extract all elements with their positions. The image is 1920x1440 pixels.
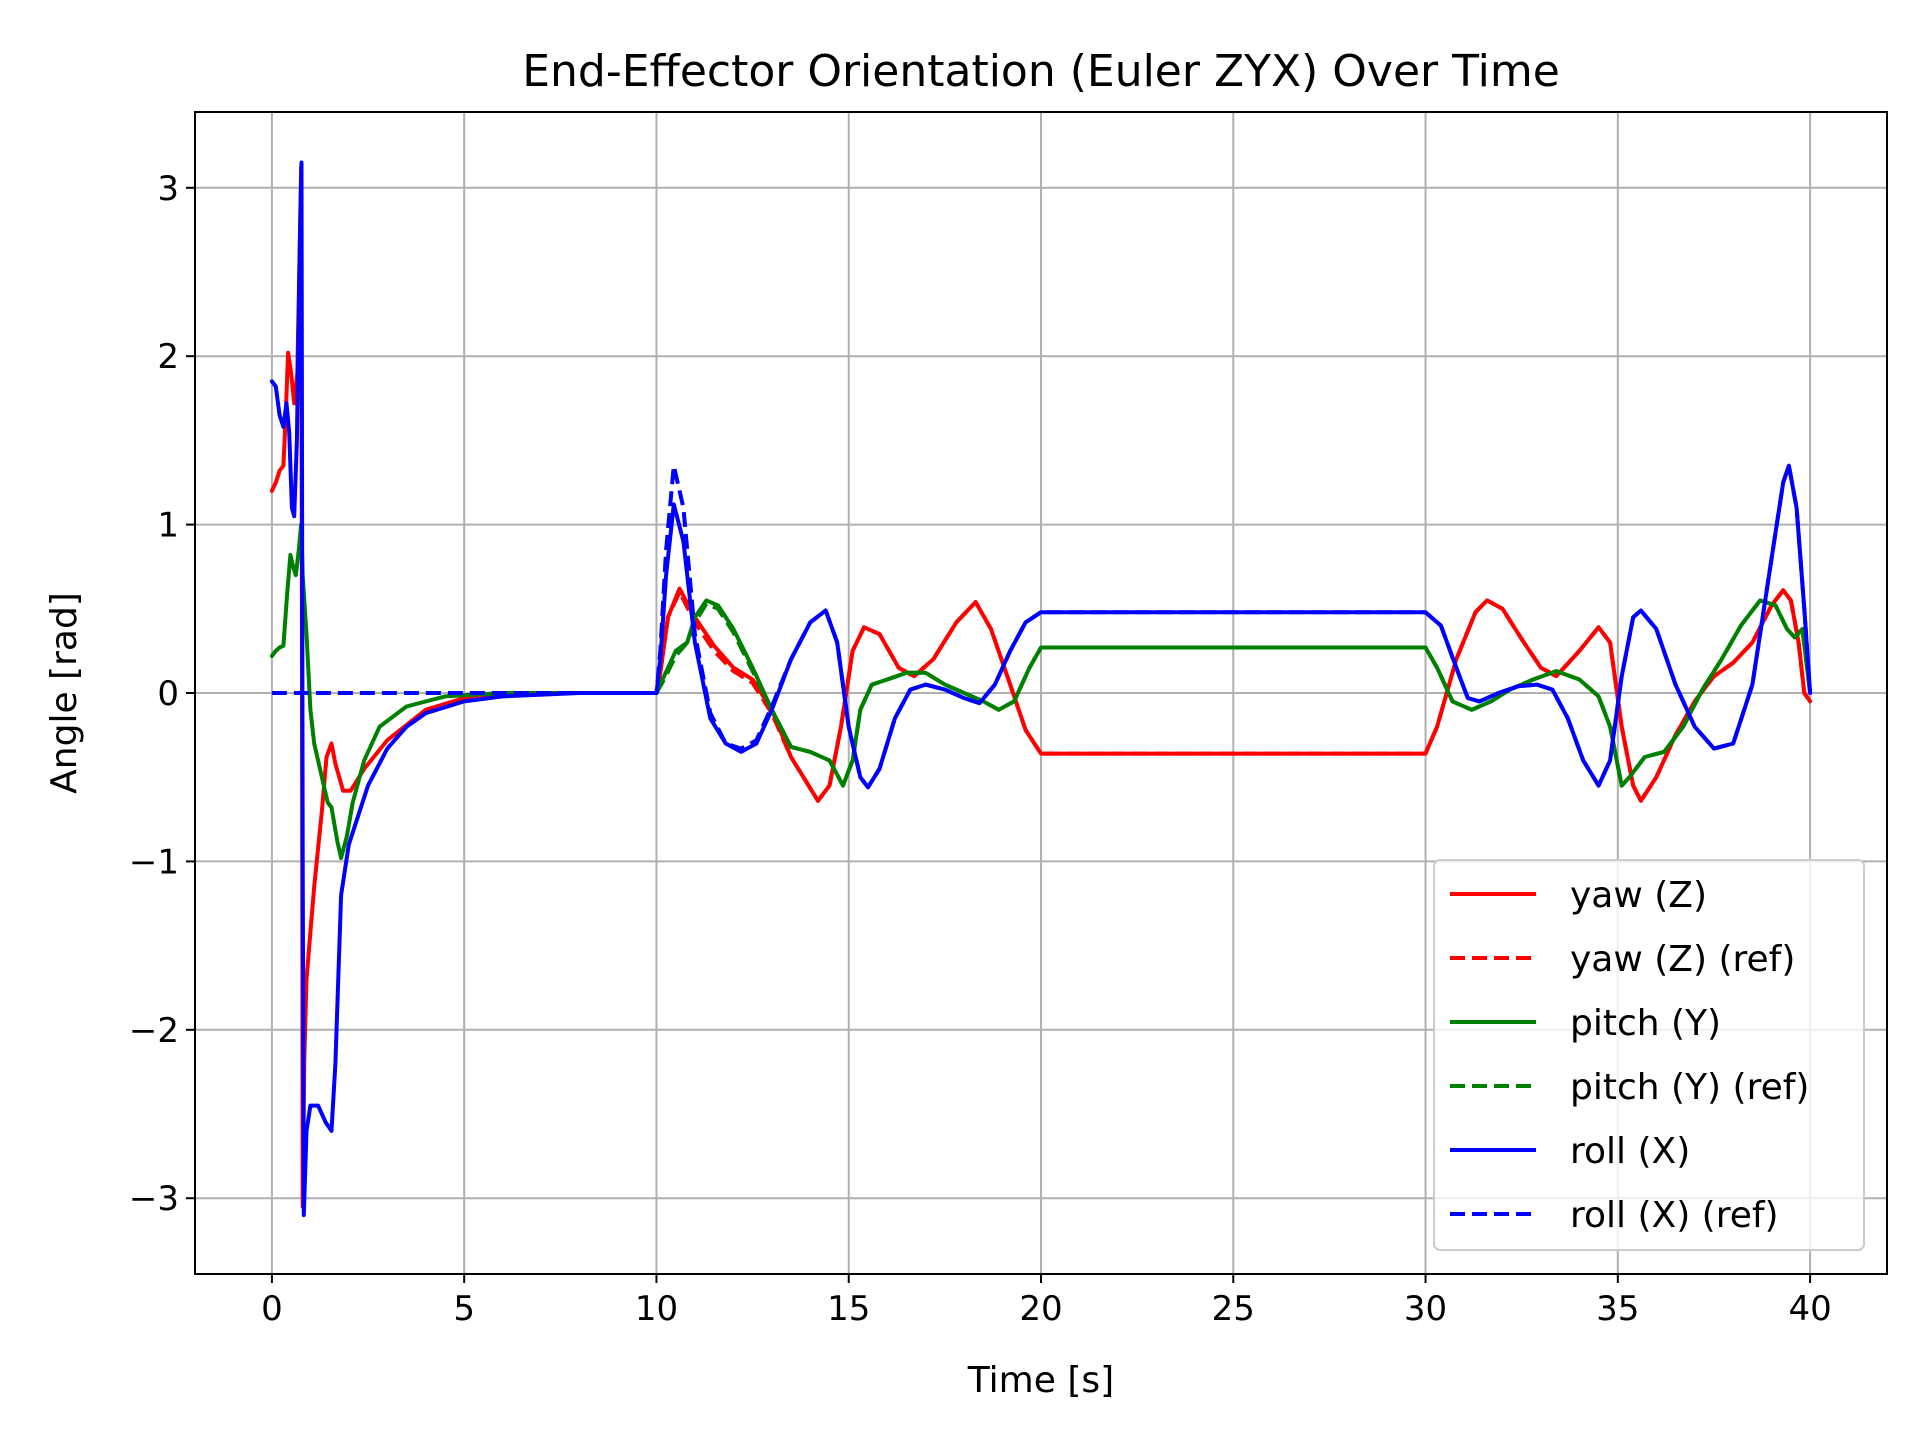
x-tick-label: 35 bbox=[1596, 1289, 1639, 1329]
legend-label: pitch (Y) bbox=[1570, 1003, 1721, 1044]
y-tick-label: 0 bbox=[157, 674, 179, 714]
series-line-roll-x-ref bbox=[271, 463, 1813, 790]
legend-label: roll (X) bbox=[1570, 1131, 1690, 1172]
y-tick-label: 3 bbox=[157, 169, 179, 209]
axis-ticks: 0 5 10 15 20 25 30 35 40 −3 −2 −1 0 1 2 3 bbox=[129, 169, 1832, 1329]
chart-title: End-Effector Orientation (Euler ZYX) Ove… bbox=[522, 46, 1560, 97]
series-lines bbox=[269, 160, 1813, 1218]
y-tick-label: −3 bbox=[129, 1179, 179, 1219]
x-tick-label: 30 bbox=[1404, 1289, 1447, 1329]
y-tick-label: 1 bbox=[157, 506, 179, 546]
x-tick-label: 15 bbox=[827, 1289, 870, 1329]
x-tick-label: 0 bbox=[261, 1289, 283, 1329]
y-tick-label: −1 bbox=[129, 842, 179, 882]
legend-items: yaw (Z) yaw (Z) (ref) pitch (Y) pitch (Y) (… bbox=[1450, 875, 1809, 1236]
legend-label: roll (X) (ref) bbox=[1570, 1195, 1779, 1236]
x-tick-label: 25 bbox=[1212, 1289, 1255, 1329]
y-tick-label: −2 bbox=[129, 1011, 179, 1051]
x-tick-label: 40 bbox=[1788, 1289, 1831, 1329]
x-axis-label: Time [s] bbox=[967, 1360, 1114, 1401]
legend-label: yaw (Z) bbox=[1570, 875, 1707, 916]
legend-box bbox=[1433, 859, 1865, 1251]
legend-label: pitch (Y) (ref) bbox=[1570, 1067, 1809, 1108]
y-tick-label: 2 bbox=[157, 337, 179, 377]
legend: yaw (Z) yaw (Z) (ref) pitch (Y) pitch (Y) (… bbox=[1433, 859, 1865, 1251]
x-tick-label: 5 bbox=[453, 1289, 475, 1329]
y-axis-label: Angle [rad] bbox=[44, 592, 85, 794]
legend-label: yaw (Z) (ref) bbox=[1570, 939, 1795, 980]
x-tick-label: 10 bbox=[635, 1289, 678, 1329]
x-tick-label: 20 bbox=[1019, 1289, 1062, 1329]
